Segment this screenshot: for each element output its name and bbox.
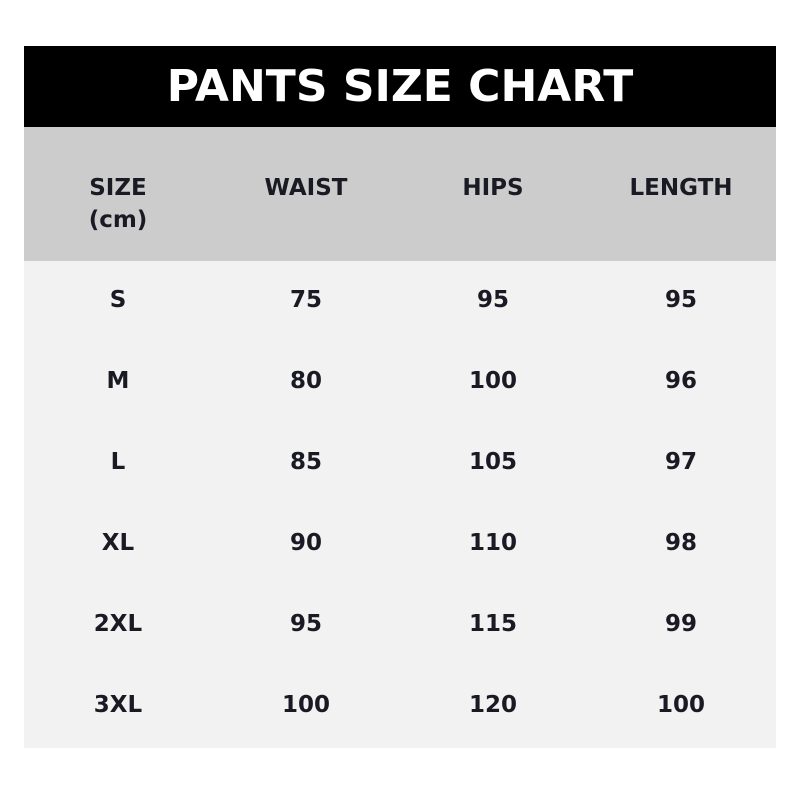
cell-size: 3XL: [93, 692, 143, 718]
cell-size: M: [106, 368, 130, 394]
chart-title: PANTS SIZE CHART: [24, 46, 776, 127]
header-text: LENGTH: [629, 175, 733, 201]
cell-hips: 100: [468, 368, 517, 394]
header-size: SIZE (cm): [28, 172, 208, 236]
cell-waist: 85: [289, 449, 322, 475]
table-header: SIZE (cm) WAIST HIPS LENGTH: [24, 127, 776, 261]
cell-waist: 75: [289, 287, 322, 313]
cell-length: 100: [656, 692, 705, 718]
header-text: HIPS: [462, 175, 524, 201]
cell-length: 99: [664, 611, 697, 637]
cell-size: S: [109, 287, 127, 313]
cell-waist: 80: [289, 368, 322, 394]
header-text: WAIST: [264, 175, 348, 201]
cell-hips: 115: [468, 611, 517, 637]
cell-waist: 90: [289, 530, 322, 556]
cell-hips: 95: [476, 287, 509, 313]
header-text: SIZE: [89, 175, 147, 201]
size-chart: PANTS SIZE CHART SIZE (cm) WAIST HIPS LENGTH…: [24, 46, 776, 748]
cell-hips: 105: [468, 449, 517, 475]
header-text: (cm): [88, 207, 148, 233]
cell-waist: 95: [289, 611, 322, 637]
header-length: LENGTH: [591, 172, 771, 204]
cell-size: 2XL: [93, 611, 143, 637]
cell-length: 96: [664, 368, 697, 394]
cell-hips: 110: [468, 530, 517, 556]
cell-size: L: [110, 449, 126, 475]
cell-waist: 100: [281, 692, 330, 718]
cell-length: 98: [664, 530, 697, 556]
cell-length: 95: [664, 287, 697, 313]
cell-length: 97: [664, 449, 697, 475]
cell-hips: 120: [468, 692, 517, 718]
header-waist: WAIST: [216, 172, 396, 204]
cell-size: XL: [101, 530, 135, 556]
header-hips: HIPS: [403, 172, 583, 204]
table-body: S 75 95 95 M 80 100 96 L 85 105 97 XL 90 110 98 2XL 95 115…: [24, 261, 776, 748]
